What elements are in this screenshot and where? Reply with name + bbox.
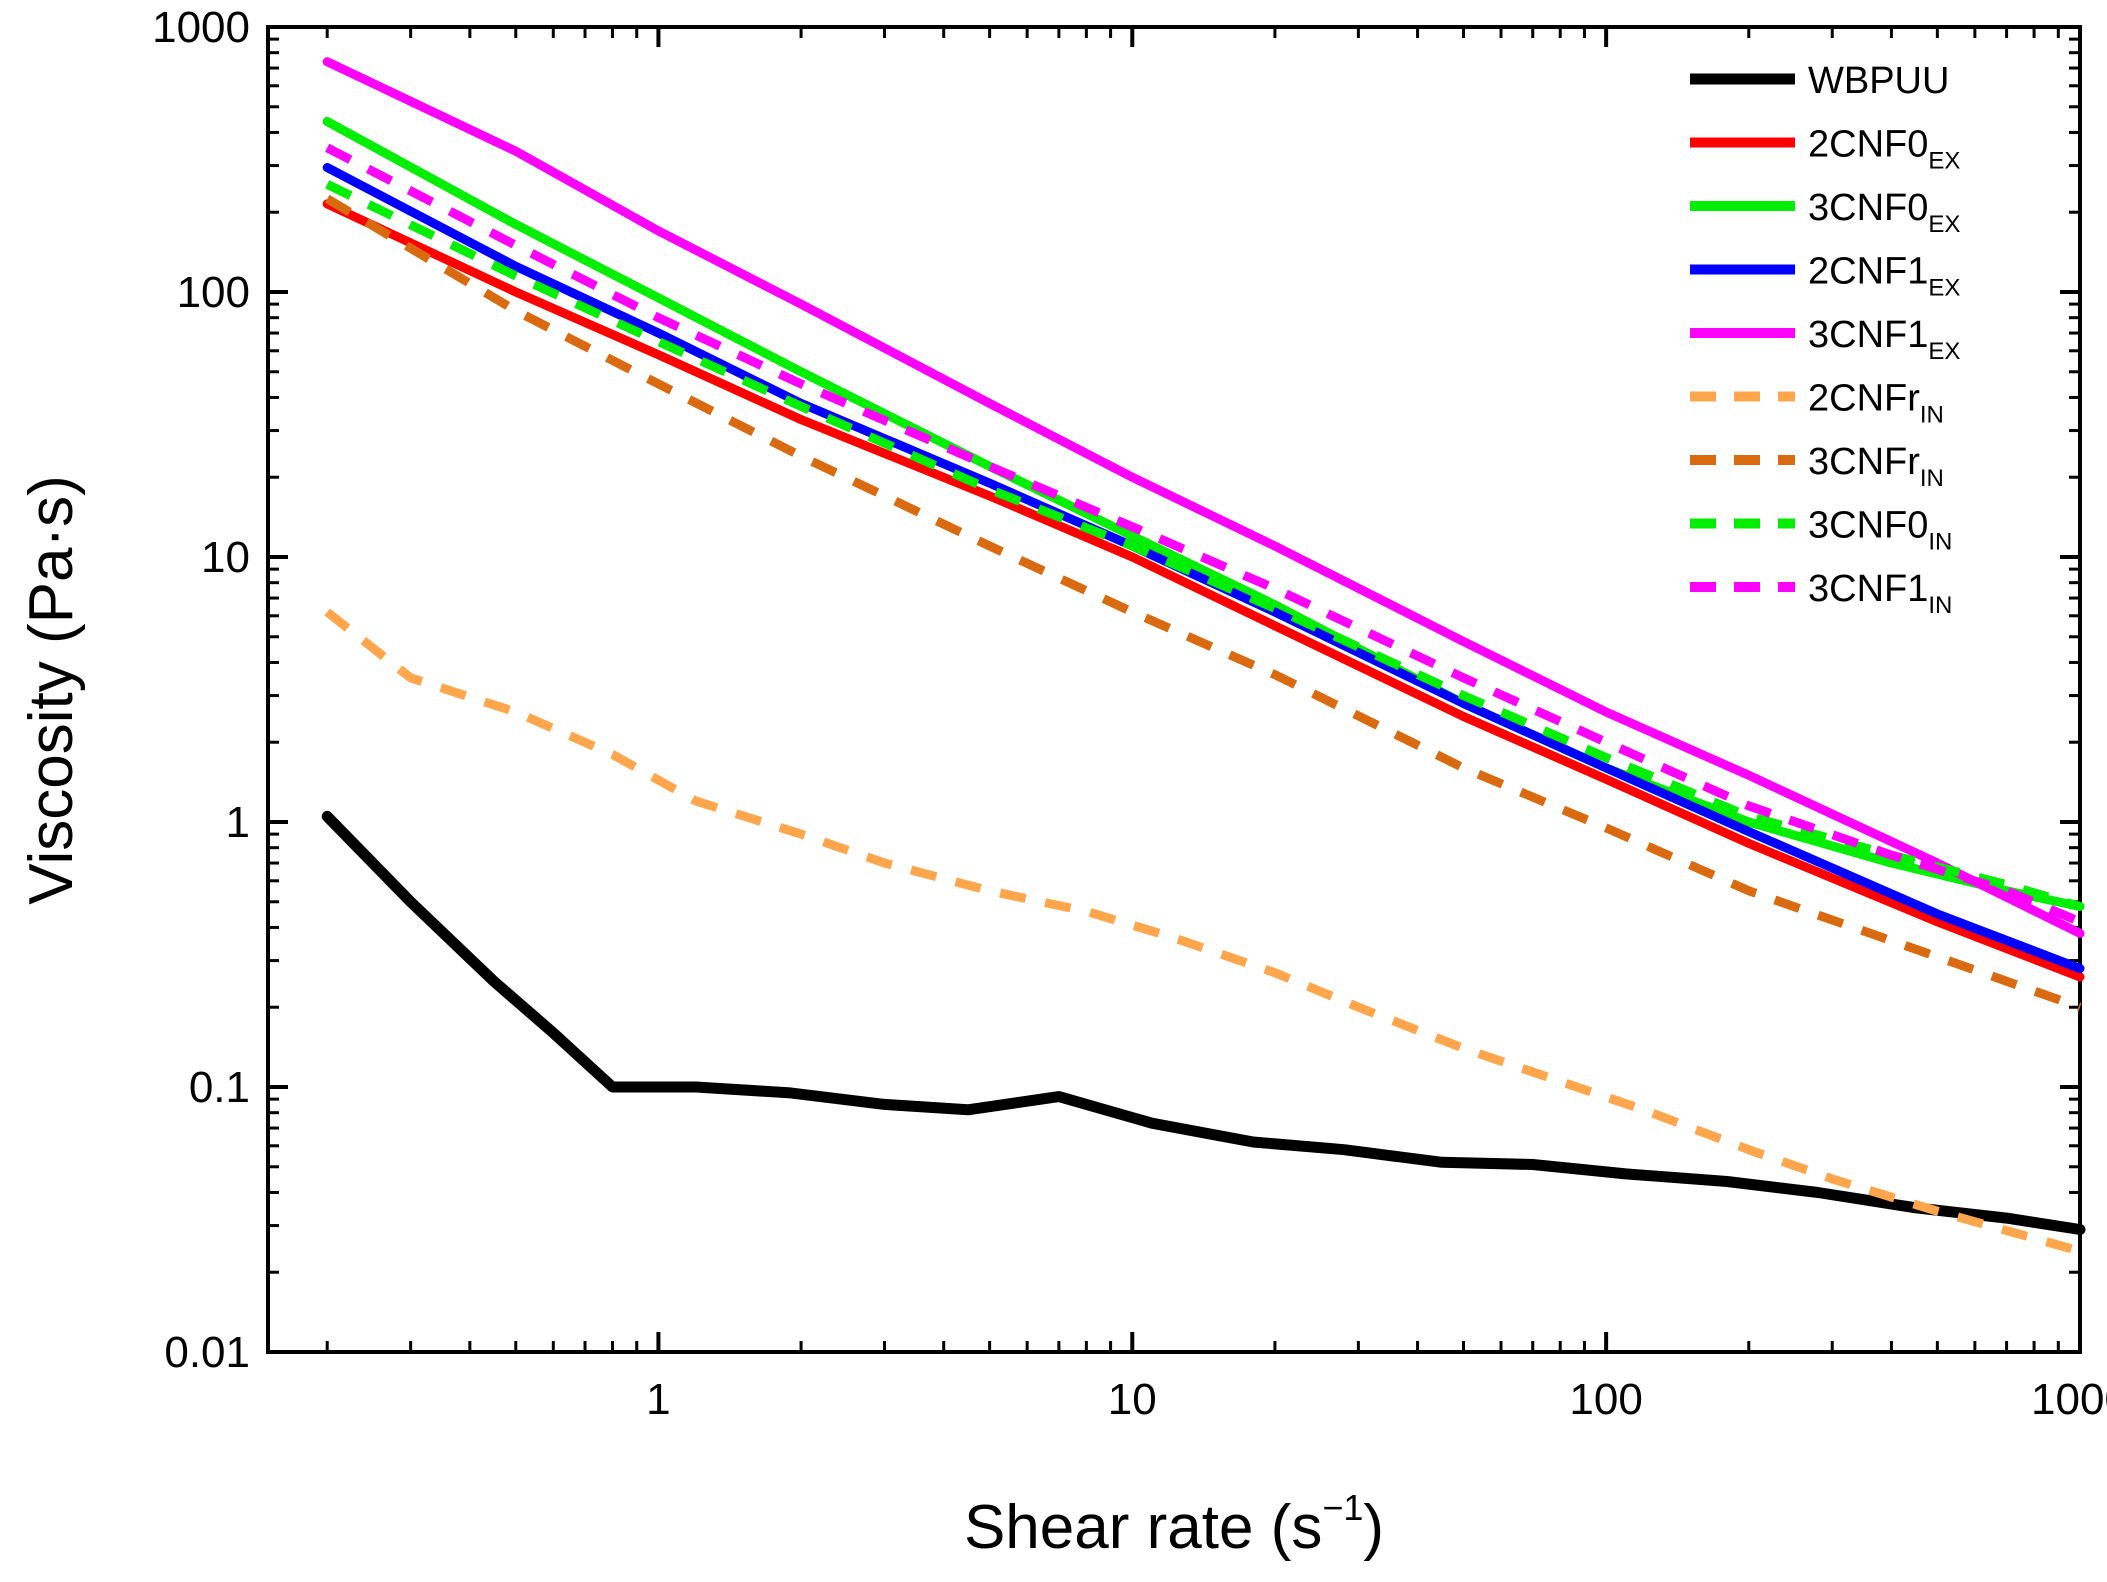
minor-ticks [268, 27, 2080, 1352]
legend-label: 3CNF1IN [1808, 568, 1952, 619]
x-axis-title-base: Shear rate (s [964, 1493, 1322, 1562]
legend-label-subscript: IN [1928, 592, 1952, 619]
x-axis-title-superscript: −1 [1322, 1487, 1363, 1528]
series-line-2cnf0ex [322, 199, 2085, 982]
series-line-3cnfrin [324, 194, 2082, 1012]
x-tick-label: 100 [1569, 1375, 1642, 1424]
legend-label-subscript: IN [1920, 402, 1944, 429]
legend-label-subscript: EX [1928, 211, 1960, 238]
legend-item-3cnf0in: 3CNF0IN [1690, 505, 1952, 556]
legend-label-subscript: IN [1928, 529, 1952, 556]
legend-label-base: 3CNF1 [1808, 314, 1928, 356]
x-axis-title: Shear rate (s−1) [964, 1487, 1384, 1562]
y-tick-label: 0.01 [164, 1328, 250, 1377]
y-tick-label: 10 [201, 533, 250, 582]
series-line-wbpuu [321, 810, 2086, 1235]
legend-item-2cnf1ex: 2CNF1EX [1690, 251, 1960, 302]
y-tick-label: 0.1 [189, 1063, 250, 1112]
legend-label-subscript: IN [1920, 465, 1944, 492]
legend-label-base: 3CNFr [1808, 441, 1920, 483]
legend-item-3cnf1in: 3CNF1IN [1690, 568, 1952, 619]
legend-label-base: 2CNFr [1808, 378, 1920, 420]
legend-label-base: 3CNF0 [1808, 187, 1928, 229]
series-line-3cnf1ex [322, 57, 2085, 938]
series-lines [321, 57, 2086, 1256]
major-ticks [268, 25, 2082, 1354]
legend-label: 2CNFrIN [1808, 378, 1944, 429]
legend-label: 3CNF0EX [1808, 187, 1960, 238]
series-line-2cnf1ex [322, 163, 2085, 973]
series-line-3cnf1in [325, 143, 2082, 926]
x-tick-label: 1000 [2031, 1375, 2107, 1424]
legend-label: 2CNF0EX [1808, 124, 1960, 175]
legend-label: 3CNF0IN [1808, 505, 1952, 556]
legend-label: 3CNFrIN [1808, 441, 1944, 492]
series-line-2cnfrin [324, 608, 2082, 1256]
legend-item-wbpuu: WBPUU [1690, 60, 1949, 102]
legend: WBPUU2CNF0EX3CNF0EX2CNF1EX3CNF1EX2CNFrIN… [1690, 60, 1960, 619]
legend-label-subscript: EX [1928, 275, 1960, 302]
y-tick-labels: 0.01 0.1 1 10 100 1000 [152, 3, 250, 1377]
legend-item-3cnf1ex: 3CNF1EX [1690, 314, 1960, 365]
legend-label-base: 3CNF0 [1808, 505, 1928, 547]
legend-label: 2CNF1EX [1808, 251, 1960, 302]
legend-label: WBPUU [1808, 60, 1949, 102]
legend-label-subscript: EX [1928, 338, 1960, 365]
x-tick-label: 10 [1108, 1375, 1157, 1424]
legend-label-base: 3CNF1 [1808, 568, 1928, 610]
plot-area-frame [266, 25, 2082, 1354]
legend-item-2cnfrin: 2CNFrIN [1690, 378, 1944, 429]
legend-label-base: 2CNF0 [1808, 124, 1928, 166]
legend-item-2cnf0ex: 2CNF0EX [1690, 124, 1960, 175]
y-tick-label: 100 [177, 268, 250, 317]
legend-label-subscript: EX [1928, 148, 1960, 175]
legend-item-3cnf0ex: 3CNF0EX [1690, 187, 1960, 238]
x-tick-labels: 1 10 100 1000 [646, 1375, 2107, 1424]
y-axis-title: Viscosity (Pa·s) [17, 475, 86, 905]
x-axis-title-close: ) [1363, 1493, 1384, 1562]
legend-label-base: 2CNF1 [1808, 251, 1928, 293]
y-tick-label: 1 [226, 798, 250, 847]
legend-label-base: WBPUU [1808, 60, 1949, 102]
legend-label: 3CNF1EX [1808, 314, 1960, 365]
legend-item-3cnfrin: 3CNFrIN [1690, 441, 1944, 492]
x-tick-label: 1 [646, 1375, 670, 1424]
y-tick-label: 1000 [152, 3, 250, 52]
